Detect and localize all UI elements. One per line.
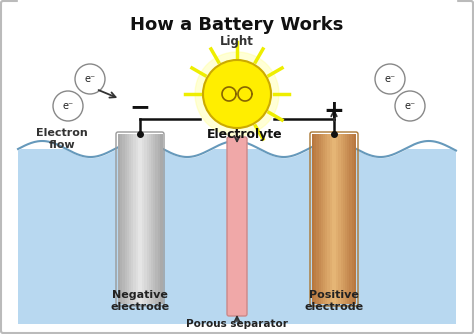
Circle shape	[375, 64, 405, 94]
Bar	[343, 134, 346, 304]
FancyBboxPatch shape	[18, 149, 456, 324]
Bar	[312, 134, 315, 304]
Text: e⁻: e⁻	[404, 101, 416, 111]
Text: Positive
electrode: Positive electrode	[304, 290, 364, 312]
Bar	[325, 134, 328, 304]
Bar	[138, 134, 140, 304]
Bar	[125, 134, 128, 304]
Bar	[323, 134, 326, 304]
Text: Electron
flow: Electron flow	[36, 128, 88, 150]
Bar	[314, 134, 317, 304]
Bar	[332, 134, 335, 304]
Bar	[131, 134, 134, 304]
Bar	[349, 134, 352, 304]
Bar	[145, 134, 147, 304]
Bar	[149, 134, 152, 304]
Bar	[354, 134, 356, 304]
Text: e⁻: e⁻	[84, 74, 96, 84]
Bar	[347, 134, 350, 304]
Bar	[142, 134, 145, 304]
Bar	[321, 134, 323, 304]
Text: Light: Light	[220, 35, 254, 48]
Bar	[151, 134, 154, 304]
Circle shape	[203, 60, 271, 128]
Bar	[328, 134, 330, 304]
Bar	[153, 134, 156, 304]
Bar	[136, 134, 138, 304]
Bar	[146, 134, 149, 304]
Text: −: −	[129, 95, 151, 119]
Bar	[160, 134, 163, 304]
Bar	[140, 134, 143, 304]
Bar	[129, 134, 132, 304]
Text: e⁻: e⁻	[384, 74, 396, 84]
Bar	[133, 134, 136, 304]
FancyBboxPatch shape	[227, 137, 247, 316]
Bar	[127, 134, 129, 304]
Text: Negative
electrode: Negative electrode	[110, 290, 170, 312]
Text: How a Battery Works: How a Battery Works	[130, 16, 344, 34]
Text: e⁻: e⁻	[63, 101, 73, 111]
Bar	[345, 134, 348, 304]
Bar	[338, 134, 341, 304]
Circle shape	[395, 91, 425, 121]
Bar	[334, 134, 337, 304]
Bar	[336, 134, 339, 304]
Bar	[157, 134, 160, 304]
Circle shape	[195, 52, 279, 136]
Bar	[120, 134, 123, 304]
Bar	[155, 134, 158, 304]
Text: Porous separator: Porous separator	[186, 319, 288, 329]
Circle shape	[53, 91, 83, 121]
Text: +: +	[324, 99, 345, 123]
Bar	[319, 134, 321, 304]
Bar	[122, 134, 125, 304]
Circle shape	[75, 64, 105, 94]
Text: Electrolyte: Electrolyte	[207, 128, 283, 141]
Bar	[329, 134, 332, 304]
Bar	[341, 134, 343, 304]
Bar	[118, 134, 121, 304]
Bar	[352, 134, 354, 304]
Bar	[317, 134, 319, 304]
